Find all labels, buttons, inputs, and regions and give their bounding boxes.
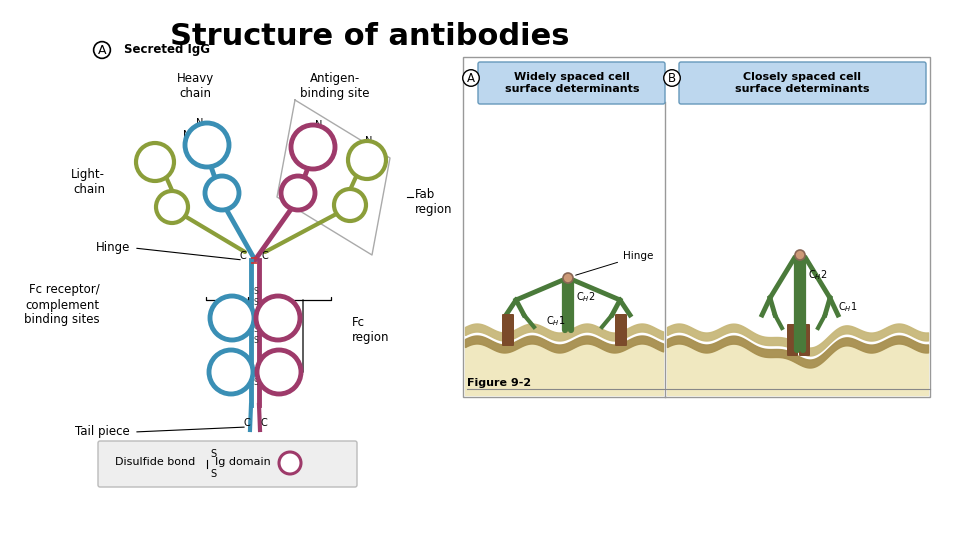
Text: C: C: [244, 418, 251, 428]
Text: S
S: S S: [253, 325, 258, 345]
Text: C: C: [240, 251, 247, 261]
Circle shape: [334, 189, 366, 221]
Circle shape: [136, 143, 174, 181]
FancyBboxPatch shape: [502, 314, 514, 346]
FancyBboxPatch shape: [799, 324, 810, 356]
Circle shape: [279, 452, 301, 474]
FancyBboxPatch shape: [478, 62, 665, 104]
Text: Fc receptor/
complement
binding sites: Fc receptor/ complement binding sites: [24, 284, 100, 327]
Text: C$_{H2}$: C$_{H2}$: [271, 312, 286, 324]
FancyBboxPatch shape: [787, 324, 798, 356]
Text: Heavy
chain: Heavy chain: [177, 72, 214, 100]
Text: Fab
region: Fab region: [415, 188, 452, 216]
Text: C$_H$2: C$_H$2: [576, 290, 595, 304]
Text: C$_H$1: C$_H$1: [546, 314, 565, 328]
Text: Disulfide bond: Disulfide bond: [115, 457, 195, 467]
Circle shape: [209, 350, 253, 394]
Text: B: B: [668, 71, 676, 84]
Text: C$_L$: C$_L$: [344, 198, 356, 212]
Text: C$_H$1: C$_H$1: [838, 300, 857, 314]
Text: Hinge: Hinge: [576, 251, 654, 275]
FancyBboxPatch shape: [98, 441, 357, 487]
Text: C: C: [260, 418, 268, 428]
Text: Secreted IgG: Secreted IgG: [124, 44, 210, 57]
Text: N: N: [183, 130, 191, 140]
Text: S: S: [210, 469, 216, 479]
Text: C$_H$2: C$_H$2: [808, 268, 828, 282]
Text: A: A: [98, 44, 107, 57]
Text: C$_{H1}$: C$_{H1}$: [290, 187, 305, 199]
Circle shape: [205, 176, 239, 210]
Circle shape: [256, 296, 300, 340]
Text: Widely spaced cell
surface determinants: Widely spaced cell surface determinants: [505, 72, 639, 94]
Circle shape: [281, 176, 315, 210]
FancyBboxPatch shape: [615, 314, 627, 346]
Text: S
S: S S: [253, 367, 258, 387]
Text: Closely spaced cell
surface determinants: Closely spaced cell surface determinants: [734, 72, 869, 94]
Text: V$_H$: V$_H$: [306, 140, 320, 154]
Circle shape: [291, 125, 335, 169]
Text: C$_{H3}$: C$_{H3}$: [271, 366, 287, 378]
Text: S: S: [210, 449, 216, 459]
Text: N: N: [366, 136, 372, 146]
Text: A: A: [467, 71, 475, 84]
Text: Antigen-
binding site: Antigen- binding site: [300, 72, 370, 100]
Text: Ig domain: Ig domain: [215, 457, 271, 467]
Text: N: N: [196, 118, 204, 128]
Circle shape: [185, 123, 229, 167]
Text: Figure 9-2: Figure 9-2: [467, 378, 531, 388]
Circle shape: [348, 141, 386, 179]
Circle shape: [257, 350, 301, 394]
FancyBboxPatch shape: [463, 57, 930, 397]
Circle shape: [210, 296, 254, 340]
Text: Fc
region: Fc region: [352, 316, 390, 344]
Text: Light-
chain: Light- chain: [71, 168, 105, 196]
Circle shape: [156, 191, 188, 223]
Text: Tail piece: Tail piece: [75, 426, 130, 438]
Text: Hinge: Hinge: [96, 241, 130, 254]
Text: V$_L$: V$_L$: [361, 153, 373, 167]
Text: Structure of antibodies: Structure of antibodies: [170, 22, 569, 51]
Circle shape: [795, 250, 805, 260]
Circle shape: [563, 273, 573, 283]
Text: N: N: [315, 120, 323, 130]
Text: C: C: [262, 251, 269, 261]
Text: S
S: S S: [253, 287, 258, 307]
FancyBboxPatch shape: [679, 62, 926, 104]
